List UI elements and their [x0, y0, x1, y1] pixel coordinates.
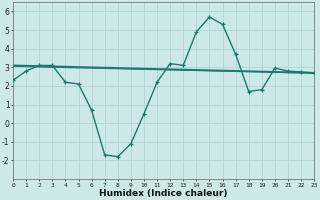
X-axis label: Humidex (Indice chaleur): Humidex (Indice chaleur) — [100, 189, 228, 198]
